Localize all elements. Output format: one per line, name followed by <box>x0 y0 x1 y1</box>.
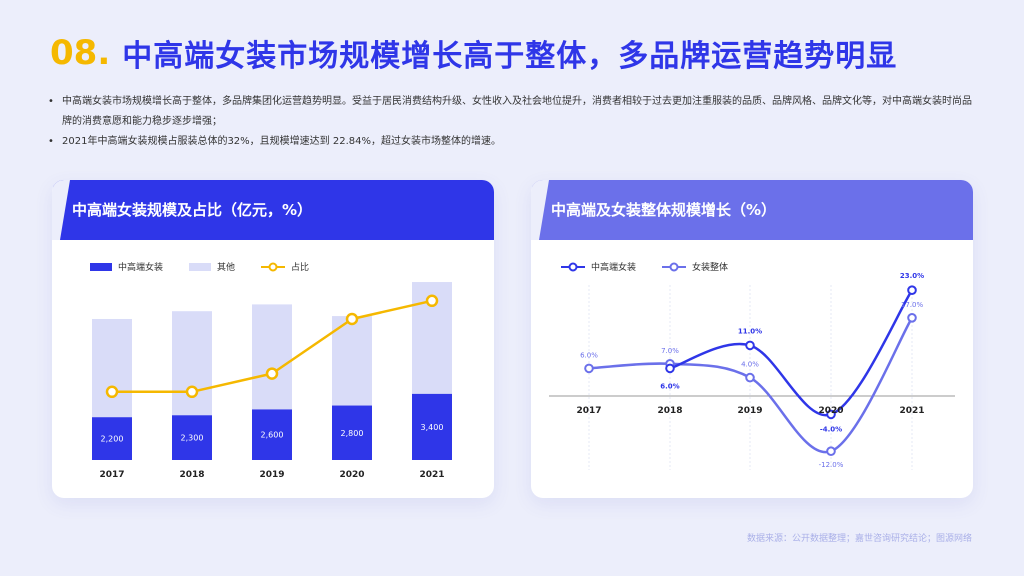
x-tick-label: 2019 <box>737 406 762 416</box>
bar-premium <box>92 417 132 460</box>
bar-other <box>172 311 212 416</box>
overall-line <box>588 317 914 454</box>
legend-label: 女装整体 <box>692 263 729 273</box>
bar-other <box>332 316 372 406</box>
bullet-list: • 中高端女装市场规模增长高于整体，多品牌集团化运营趋势明显。受益于居民消费结构… <box>48 92 978 152</box>
legend-swatch <box>561 262 585 271</box>
legend-item-share: 占比 <box>261 260 309 273</box>
overall-value-label: 7.0% <box>661 347 679 355</box>
overall-value-label: 4.0% <box>741 361 759 369</box>
x-tick-label: 2020 <box>818 406 843 416</box>
premium-point <box>665 363 675 374</box>
bullet-text: 2021年中高端女装规模占服装总体的32%，且规模增速达到 22.84%，超过女… <box>62 136 501 147</box>
legend-item-overall: 女装整体 <box>662 260 728 273</box>
overall-value-label: 6.0% <box>580 351 598 359</box>
page-title: 08. 中高端女装市场规模增长高于整体，多品牌运营趋势明显 <box>50 28 897 78</box>
bar-chart: 2,200 2017 2,300 2018 2,600 2019 2,800 2020 3,40… <box>92 282 452 480</box>
overall-point <box>745 372 755 383</box>
section-number: 08. <box>50 33 111 73</box>
scale-share-card: 中高端女装规模及占比（亿元，%） 中高端女装 其他 占比 2,200 2017 2,… <box>52 180 494 498</box>
bar-value-label: 2,300 <box>181 434 204 443</box>
card-header: 中高端女装规模及占比（亿元，%） <box>52 180 494 240</box>
data-source: 数据来源：公开数据整理；嘉世咨询研究结论；图源网络 <box>746 534 972 544</box>
overall-value-label: 17.0% <box>901 301 924 309</box>
premium-value-label: 6.0% <box>660 382 679 390</box>
overall-point <box>907 313 917 323</box>
share-point <box>105 385 119 399</box>
legend-item-other: 其他 <box>189 260 235 273</box>
share-point <box>345 312 359 326</box>
bar-value-label: 3,400 <box>421 423 444 432</box>
x-tick-label: 2017 <box>576 406 601 416</box>
legend-swatch <box>662 262 687 271</box>
bar-value-label: 2,600 <box>261 431 284 440</box>
bullet-item: • 2021年中高端女装规模占服装总体的32%，且规模增速达到 22.84%，超… <box>48 132 978 152</box>
premium-value-label: -4.0% <box>820 425 842 433</box>
growth-card: 中高端及女装整体规模增长（%） 中高端女装 女装整体 6.0% 7.0% 4.0% -… <box>531 180 973 498</box>
share-point <box>265 367 279 380</box>
premium-point <box>745 340 755 351</box>
bar-premium <box>412 393 452 460</box>
legend-label: 其他 <box>217 263 236 273</box>
share-point <box>185 385 199 399</box>
premium-point <box>826 409 836 420</box>
line-chart: 6.0% 7.0% 4.0% -12.0% 17.0% 6.0% 11.0% -4.0% 23.… <box>549 272 955 470</box>
overall-value-label: -12.0% <box>819 461 844 469</box>
premium-value-label: 23.0% <box>900 272 924 280</box>
share-point <box>425 294 439 308</box>
legend-item-premium: 中高端女装 <box>90 260 163 273</box>
x-tick-label: 2019 <box>259 470 284 480</box>
overall-point <box>584 363 594 374</box>
premium-line <box>669 289 914 417</box>
bar-premium <box>252 409 292 460</box>
chart-legend: 中高端女装 女装整体 <box>561 260 754 273</box>
bar-other <box>252 304 292 410</box>
bar-premium <box>332 405 372 460</box>
x-tick-label: 2018 <box>657 406 682 416</box>
legend-swatch <box>189 262 212 271</box>
bar-value-label: 2,800 <box>341 429 364 438</box>
x-tick-label: 2020 <box>339 470 364 480</box>
x-tick-label: 2017 <box>99 470 124 480</box>
bullet-item: • 中高端女装市场规模增长高于整体，多品牌集团化运营趋势明显。受益于居民消费结构… <box>48 92 978 132</box>
legend-label: 中高端女装 <box>591 263 637 273</box>
premium-point <box>907 285 917 295</box>
legend-label: 占比 <box>291 263 310 273</box>
legend-swatch <box>261 262 286 271</box>
legend-swatch <box>90 262 112 271</box>
chart-legend: 中高端女装 其他 占比 <box>90 260 335 273</box>
bar-premium <box>172 415 212 460</box>
card-title: 中高端及女装整体规模增长（%） <box>551 201 777 219</box>
bullet-dot: • <box>48 96 54 107</box>
x-tick-label: 2021 <box>419 470 444 480</box>
bar-value-label: 2,200 <box>101 435 124 444</box>
overall-point <box>826 446 836 457</box>
header-banner <box>531 180 973 240</box>
bullet-text: 中高端女装市场规模增长高于整体，多品牌集团化运营趋势明显。受益于居民消费结构升级… <box>62 96 972 127</box>
bar-other <box>92 318 132 418</box>
title-text: 中高端女装市场规模增长高于整体，多品牌运营趋势明显 <box>122 39 898 74</box>
legend-item-premium: 中高端女装 <box>561 260 636 273</box>
bullet-dot: • <box>48 136 54 147</box>
legend-label: 中高端女装 <box>118 263 164 273</box>
header-banner <box>52 180 494 240</box>
card-title: 中高端女装规模及占比（亿元，%） <box>72 201 313 219</box>
card-header: 中高端及女装整体规模增长（%） <box>531 180 973 240</box>
x-tick-label: 2018 <box>179 470 204 480</box>
premium-value-label: 11.0% <box>738 327 762 335</box>
x-tick-label: 2021 <box>899 406 924 416</box>
